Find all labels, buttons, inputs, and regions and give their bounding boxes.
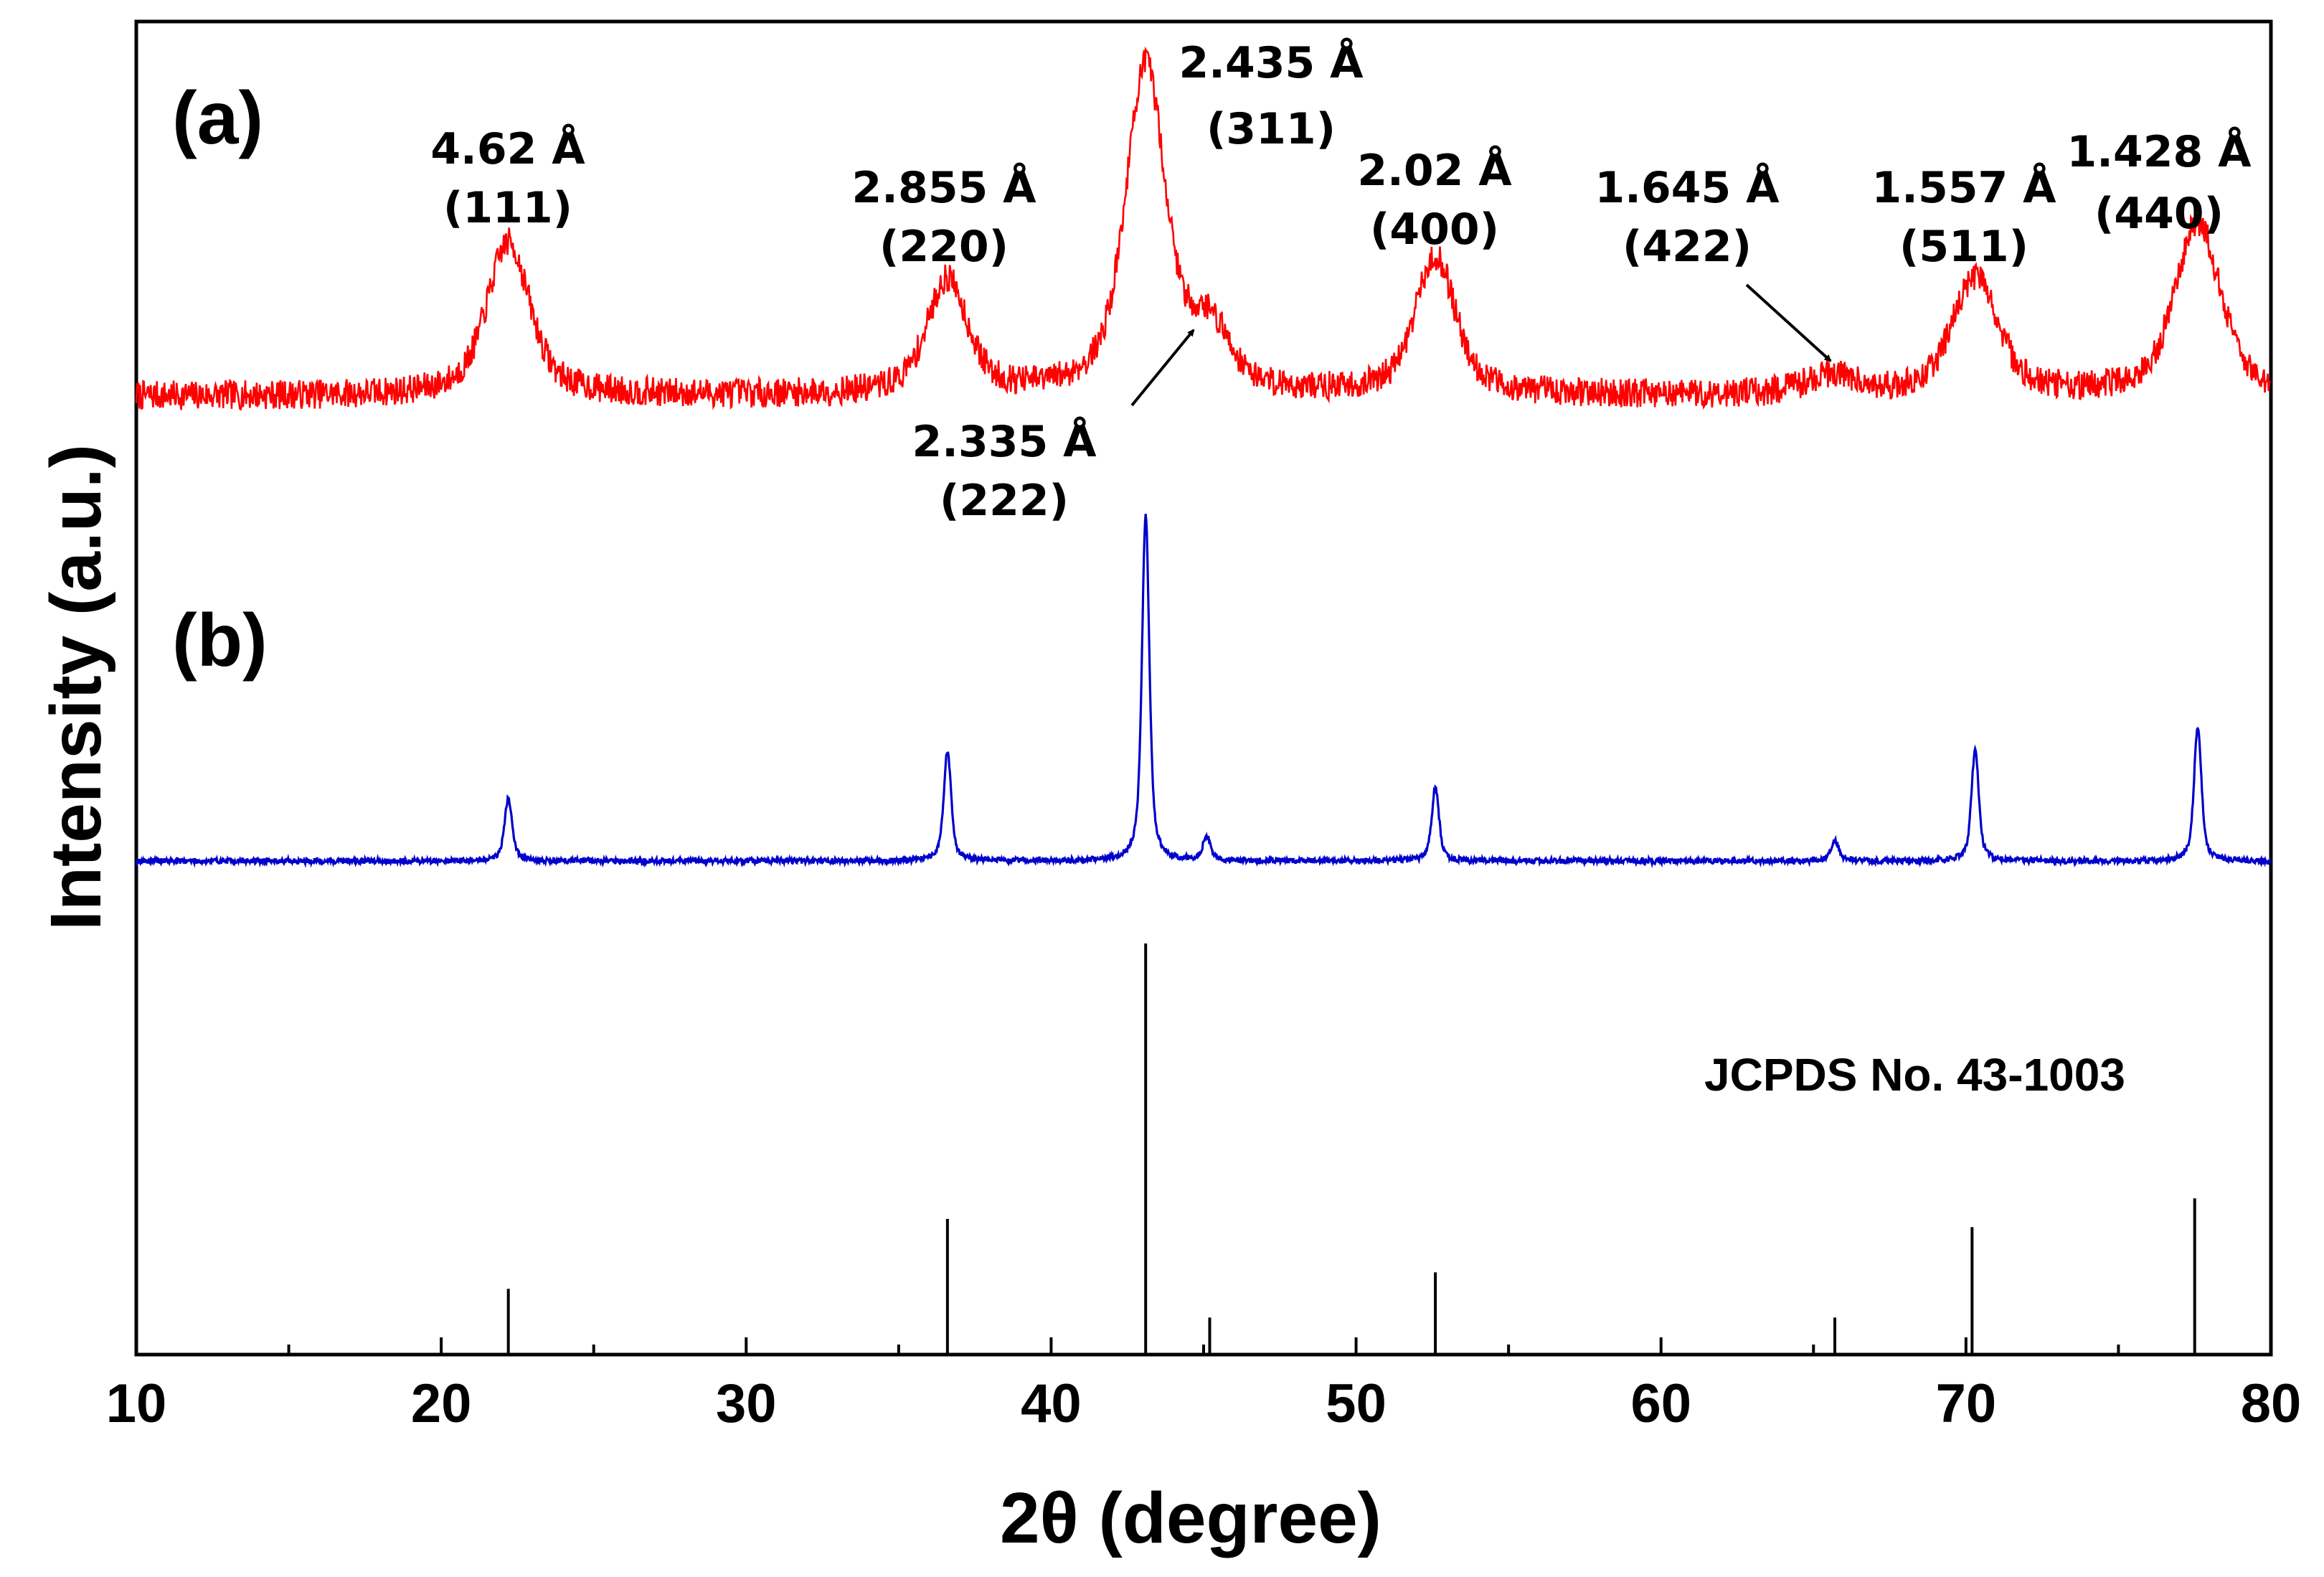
d-spacing-label: 1.557 Å bbox=[1871, 162, 2056, 213]
x-axis-title: 2θ (degree) bbox=[1000, 1478, 1381, 1558]
d-spacing-label: 1.645 Å bbox=[1595, 162, 1780, 213]
x-axis-tick-labels: 10 20 30 40 50 60 70 80 bbox=[106, 1373, 2302, 1434]
d-spacing-label: 2.335 Å bbox=[912, 416, 1097, 467]
d-spacing-label: 2.02 Å bbox=[1357, 145, 1512, 196]
peak-label-222: 2.335 Å (222) bbox=[912, 416, 1097, 526]
d-spacing-label: 2.855 Å bbox=[851, 162, 1036, 213]
hkl-label: (222) bbox=[940, 476, 1069, 526]
d-spacing-label: 1.428 Å bbox=[2066, 126, 2252, 177]
peak-label-422: 1.645 Å (422) bbox=[1595, 162, 1780, 272]
x-tick-label: 10 bbox=[106, 1373, 167, 1434]
hkl-label: (400) bbox=[1370, 204, 1499, 255]
peak-label-220: 2.855 Å (220) bbox=[851, 162, 1036, 272]
reference-sticks bbox=[506, 943, 2196, 1355]
x-tick-label: 40 bbox=[1021, 1373, 1082, 1434]
x-tick-label: 80 bbox=[2241, 1373, 2302, 1434]
hkl-label: (111) bbox=[443, 183, 572, 233]
peak-label-111: 4.62 Å (111) bbox=[430, 123, 585, 233]
d-spacing-label: 4.62 Å bbox=[430, 123, 585, 174]
hkl-label: (440) bbox=[2094, 189, 2224, 239]
hkl-label: (220) bbox=[879, 222, 1009, 272]
hkl-label: (511) bbox=[1899, 222, 2028, 272]
arrow-422 bbox=[1745, 283, 1832, 362]
x-tick-label: 20 bbox=[411, 1373, 472, 1434]
panel-label-a: (a) bbox=[172, 77, 263, 160]
peak-label-440: 1.428 Å (440) bbox=[2066, 126, 2252, 239]
peak-label-400: 2.02 Å (400) bbox=[1357, 145, 1512, 255]
series-b-line bbox=[135, 514, 2272, 869]
x-axis-ticks bbox=[135, 1337, 2272, 1355]
panel-label-b: (b) bbox=[172, 599, 268, 682]
peak-label-511: 1.557 Å (511) bbox=[1871, 162, 2056, 272]
arrow-222 bbox=[1130, 329, 1195, 407]
x-tick-label: 30 bbox=[716, 1373, 777, 1434]
x-tick-label: 60 bbox=[1630, 1373, 1691, 1434]
data-traces bbox=[135, 46, 2272, 869]
hkl-label: (311) bbox=[1206, 104, 1336, 154]
d-spacing-label: 2.435 Å bbox=[1178, 37, 1364, 88]
peak-label-311: 2.435 Å (311) bbox=[1178, 37, 1364, 154]
series-a-line bbox=[135, 46, 2272, 411]
y-axis-title: Intensity (a.u.) bbox=[36, 444, 116, 931]
x-tick-label: 50 bbox=[1326, 1373, 1387, 1434]
x-tick-label: 70 bbox=[1936, 1373, 1997, 1434]
hkl-label: (422) bbox=[1622, 222, 1752, 272]
reference-label: JCPDS No. 43-1003 bbox=[1704, 1049, 2125, 1101]
